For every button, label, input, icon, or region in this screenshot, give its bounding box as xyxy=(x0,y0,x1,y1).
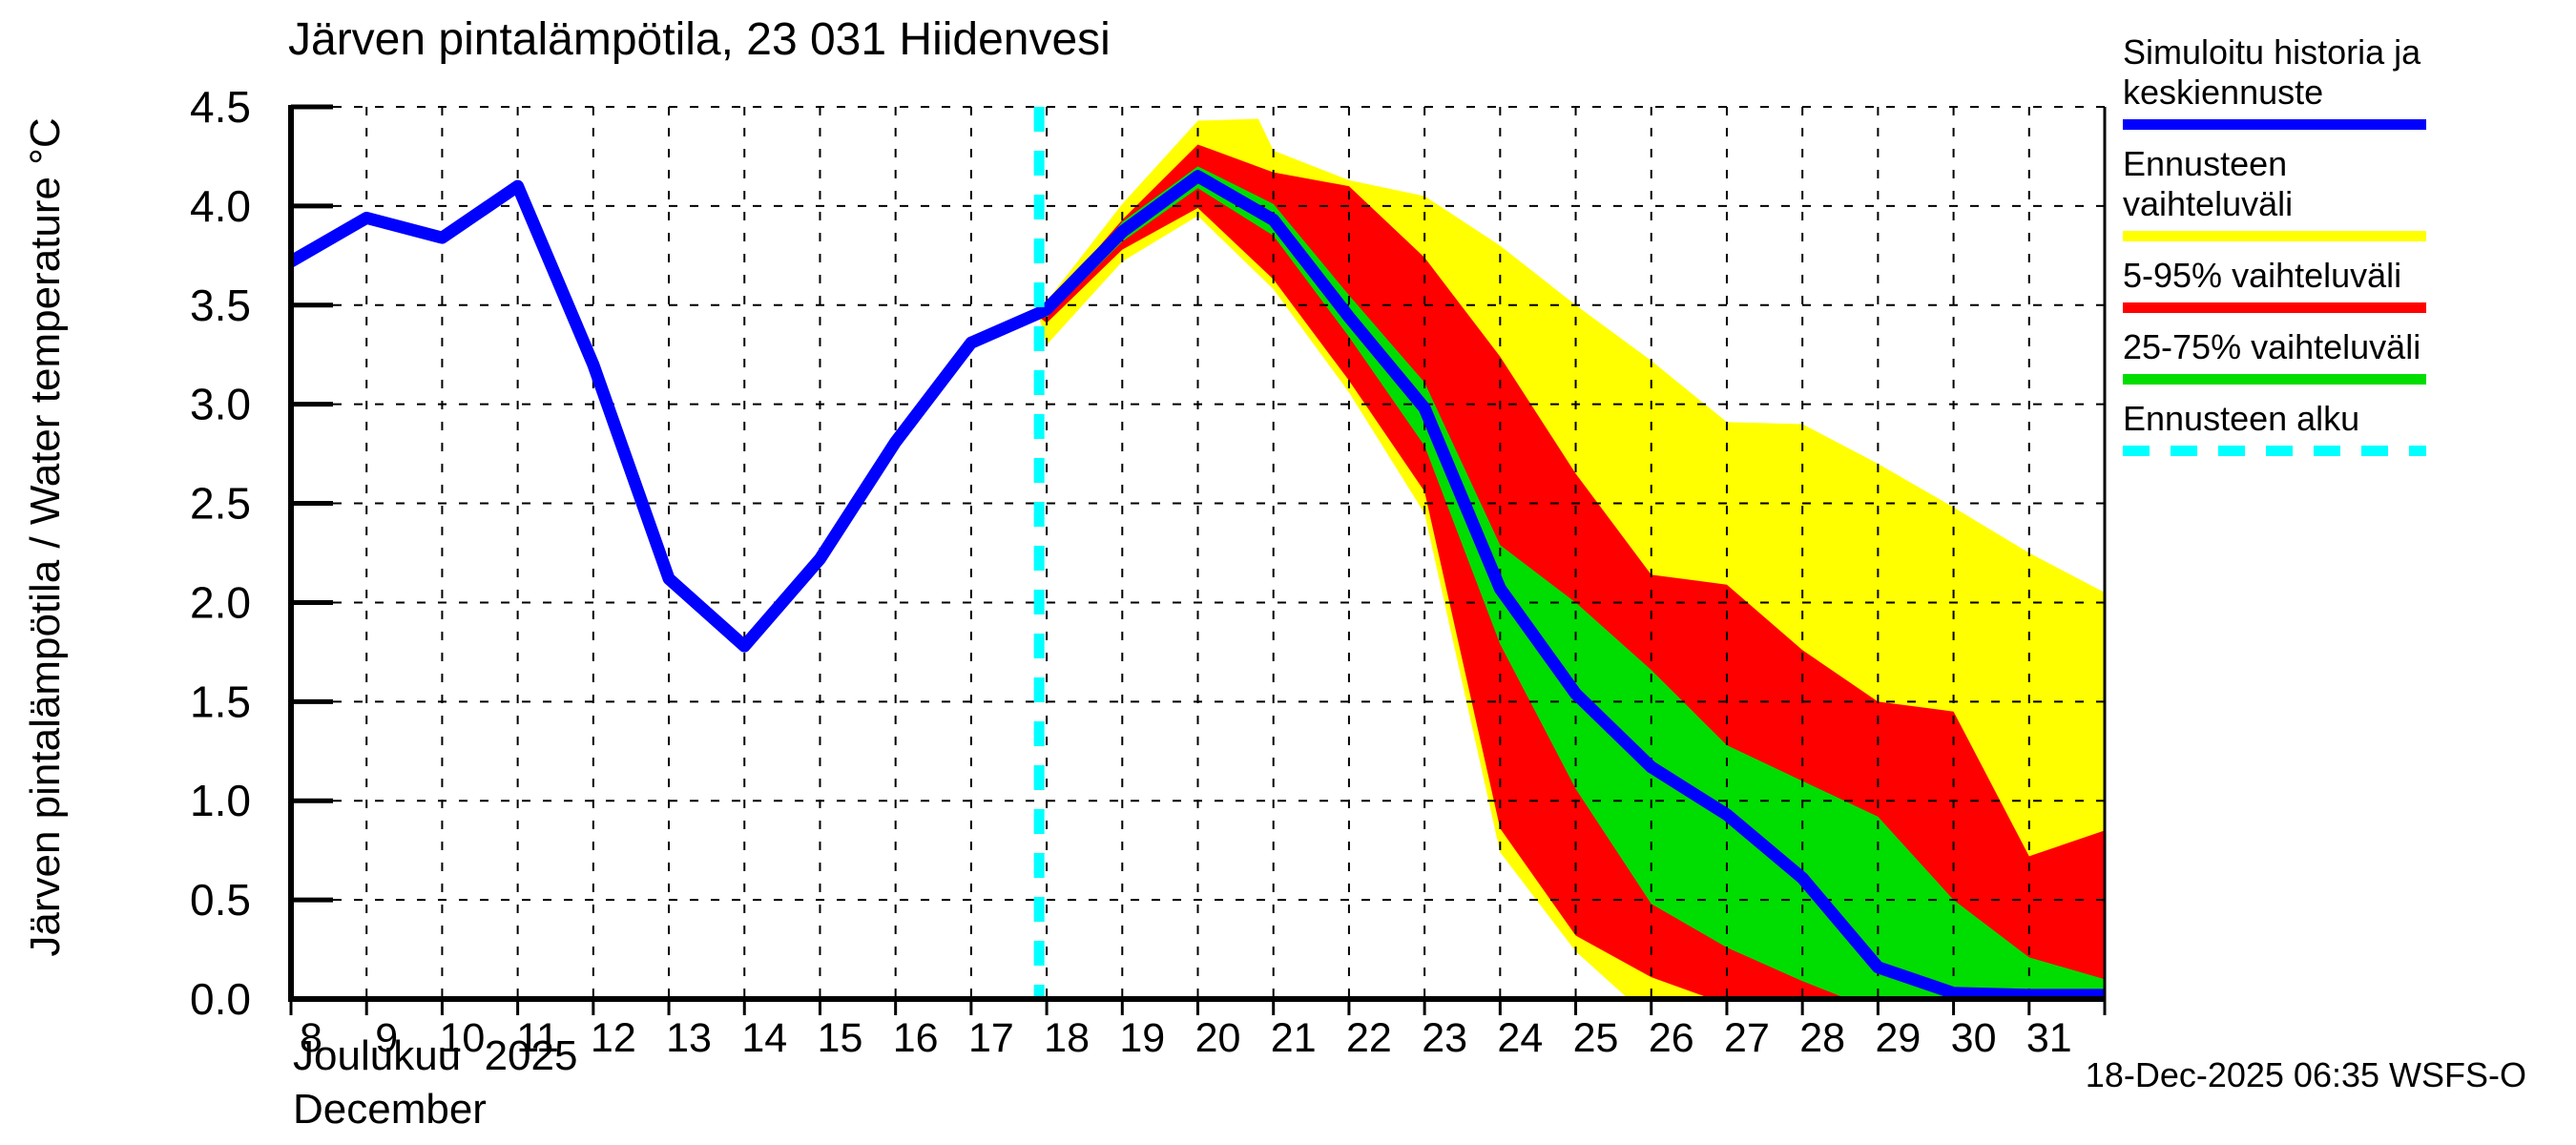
x-tick-label: 19 xyxy=(1119,1015,1165,1061)
y-axis-label: Järven pintalämpötila / Water temperatur… xyxy=(22,117,69,957)
x-tick-label: 9 xyxy=(375,1015,398,1061)
legend-item: Simuloitu historia ja keskiennuste xyxy=(2123,32,2466,130)
legend-item: Ennusteen alku xyxy=(2123,399,2466,456)
x-tick-label: 28 xyxy=(1799,1015,1845,1061)
legend-line-sample xyxy=(2123,119,2426,130)
timestamp: 18-Dec-2025 06:35 WSFS-O xyxy=(2085,1055,2526,1094)
x-tick-label: 21 xyxy=(1271,1015,1317,1061)
legend-label: Simuloitu historia ja keskiennuste xyxy=(2123,32,2421,112)
x-tick-label: 31 xyxy=(2026,1015,2072,1061)
x-tick-label: 14 xyxy=(741,1015,787,1061)
legend-label: Ennusteen alku xyxy=(2123,399,2360,438)
y-tick-label: 0.5 xyxy=(190,875,251,925)
y-tick-label: 0.0 xyxy=(190,974,251,1024)
y-tick-label: 3.0 xyxy=(190,380,251,429)
x-tick-label: 15 xyxy=(818,1015,863,1061)
legend-label: 5-95% vaihteluväli xyxy=(2123,256,2402,295)
legend-line-sample xyxy=(2123,302,2426,313)
x-tick-label: 24 xyxy=(1497,1015,1543,1061)
x-tick-label: 29 xyxy=(1875,1015,1921,1061)
y-tick-label: 4.0 xyxy=(190,181,251,231)
x-axis-label-finnish: Joulukuu 2025 xyxy=(293,1032,578,1079)
x-tick-label: 25 xyxy=(1573,1015,1619,1061)
x-tick-label: 16 xyxy=(893,1015,939,1061)
x-axis-label-english: December xyxy=(293,1086,487,1133)
legend-line-sample xyxy=(2123,231,2426,241)
legend-line-sample xyxy=(2123,374,2426,385)
x-tick-label: 8 xyxy=(300,1015,322,1061)
legend-label: 25-75% vaihteluväli xyxy=(2123,327,2421,366)
y-tick-label: 2.5 xyxy=(190,479,251,529)
x-tick-label: 26 xyxy=(1649,1015,1694,1061)
x-tick-label: 30 xyxy=(1951,1015,1997,1061)
x-tick-label: 23 xyxy=(1422,1015,1467,1061)
x-tick-label: 12 xyxy=(591,1015,636,1061)
history-and-mean-forecast-line xyxy=(287,170,2105,1002)
band-5-95-vaihteluvali xyxy=(1039,144,2105,999)
x-tick-label: 10 xyxy=(439,1015,485,1061)
x-tick-label: 18 xyxy=(1044,1015,1090,1061)
y-tick-label: 2.0 xyxy=(190,577,251,627)
y-tick-label: 3.5 xyxy=(190,281,251,330)
y-tick-label: 4.5 xyxy=(190,82,251,132)
legend: Simuloitu historia ja keskiennuste Ennust… xyxy=(2123,32,2466,470)
legend-item: Ennusteen vaihteluväli xyxy=(2123,144,2466,241)
x-tick-label: 13 xyxy=(666,1015,712,1061)
chart-title: Järven pintalämpötila, 23 031 Hiidenvesi xyxy=(288,14,1111,65)
x-tick-label: 22 xyxy=(1346,1015,1392,1061)
legend-item: 5-95% vaihteluväli xyxy=(2123,256,2466,313)
legend-line-sample xyxy=(2123,446,2426,456)
y-tick-label: 1.5 xyxy=(190,677,251,726)
x-tick-label: 27 xyxy=(1724,1015,1770,1061)
x-tick-label: 20 xyxy=(1195,1015,1241,1061)
x-tick-label: 11 xyxy=(516,1015,559,1061)
y-tick-label: 1.0 xyxy=(190,776,251,825)
legend-label: Ennusteen vaihteluväli xyxy=(2123,144,2294,223)
legend-item: 25-75% vaihteluväli xyxy=(2123,327,2466,385)
x-tick-label: 17 xyxy=(968,1015,1014,1061)
